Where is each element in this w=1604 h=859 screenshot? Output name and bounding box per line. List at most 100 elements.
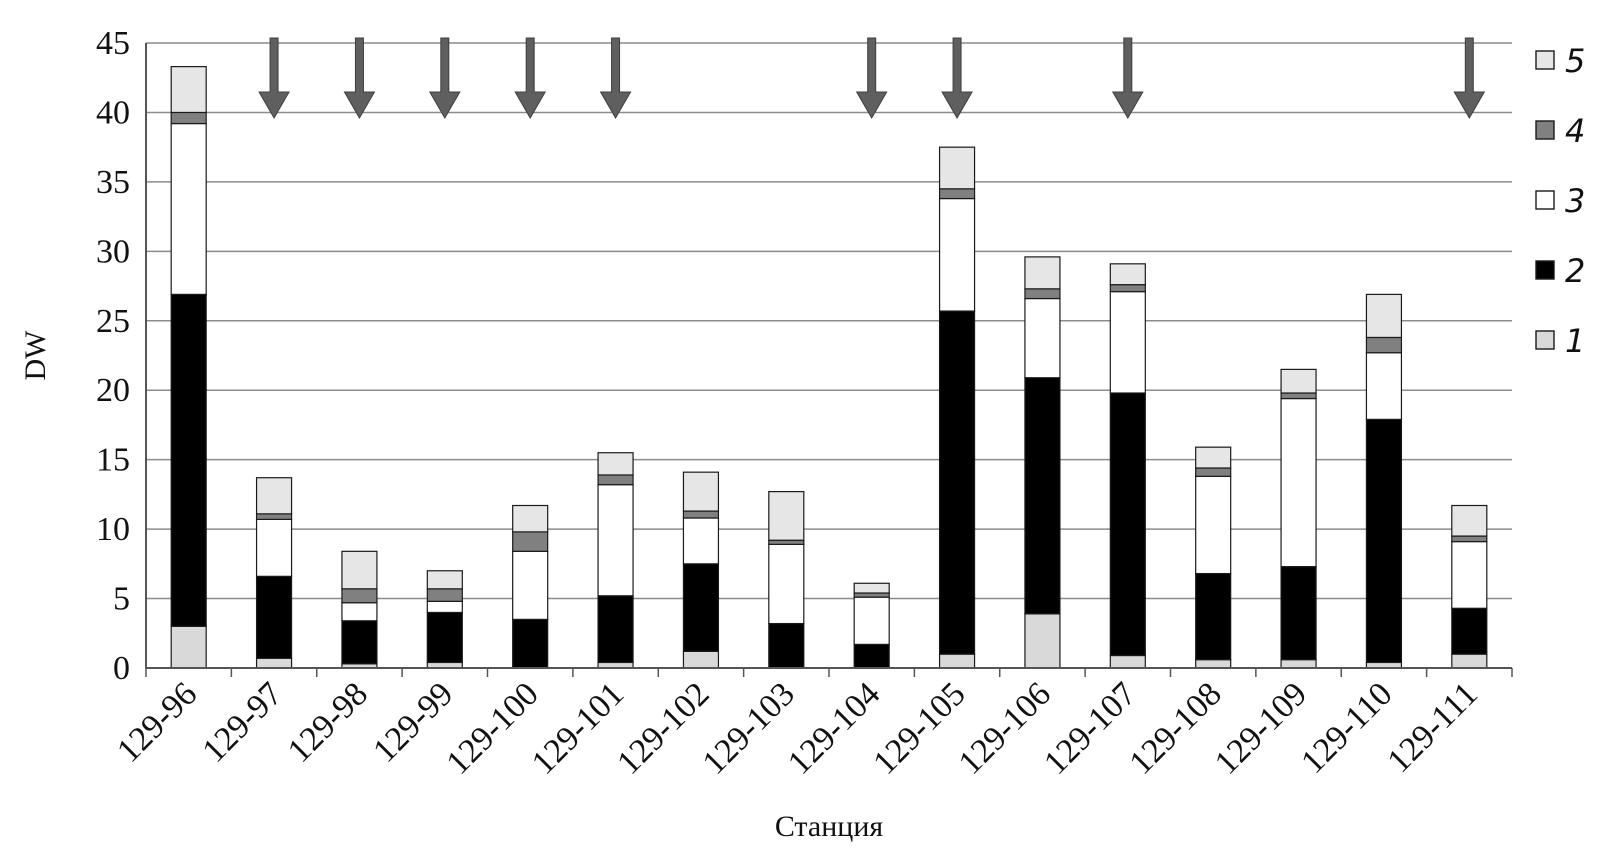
bar-segment-1-129-111 <box>1451 653 1488 669</box>
arrow-marker-129-100 <box>514 37 547 120</box>
bar-segment-2-129-108 <box>1195 572 1232 661</box>
x-tick-label: 129-97 <box>195 675 289 769</box>
bar-segment-2-129-107 <box>1109 392 1146 657</box>
arrow-marker-129-104 <box>855 37 888 120</box>
legend-swatch-3 <box>1535 190 1555 210</box>
bar-segment-5-129-108 <box>1195 446 1232 469</box>
arrow-marker-129-111 <box>1453 37 1486 120</box>
bar-segment-3-129-102 <box>682 517 720 565</box>
x-tick-label: 129-109 <box>1208 675 1314 781</box>
legend-swatch-1 <box>1535 330 1555 350</box>
bar-segment-5-129-103 <box>768 491 805 541</box>
bar-segment-5-129-97 <box>255 477 293 515</box>
bar-segment-1-129-105 <box>938 653 976 669</box>
legend-label-1: 1 <box>1565 322 1585 360</box>
x-tick-label: 129-111 <box>1380 675 1485 780</box>
y-axis-title: DW <box>19 330 52 381</box>
bar-segment-2-129-100 <box>512 618 549 669</box>
bar-segment-2-129-103 <box>768 622 805 669</box>
bar-segment-2-129-104 <box>853 643 890 669</box>
bar-segment-4-129-101 <box>597 474 634 486</box>
legend-swatch-4 <box>1535 120 1555 140</box>
y-tick-label: 0 <box>113 650 130 687</box>
bar-segment-3-129-108 <box>1195 475 1232 575</box>
y-tick-label: 20 <box>96 372 130 409</box>
bar-segment-5-129-104 <box>853 582 890 594</box>
bar-segment-2-129-111 <box>1451 607 1488 655</box>
x-tick-label: 129-101 <box>525 675 631 781</box>
legend-swatch-2 <box>1535 260 1555 280</box>
bar-segment-5-129-111 <box>1451 504 1488 537</box>
bar-segment-5-129-99 <box>426 570 463 590</box>
x-tick-label: 129-110 <box>1294 675 1399 780</box>
bar-segment-3-129-110 <box>1365 352 1403 420</box>
bar-segment-3-129-100 <box>512 550 549 620</box>
bar-segment-1-129-96 <box>170 625 207 669</box>
x-tick-label: 129-108 <box>1123 675 1229 781</box>
bar-segment-2-129-105 <box>938 310 976 655</box>
bar-segment-4-129-110 <box>1365 336 1403 354</box>
bar-segment-3-129-109 <box>1280 397 1317 568</box>
arrow-markers <box>258 37 1486 120</box>
y-tick-label: 5 <box>113 581 130 618</box>
bar-segment-4-129-109 <box>1280 392 1317 400</box>
bar-segment-4-129-108 <box>1195 467 1232 477</box>
bar-segment-4-129-111 <box>1451 535 1488 543</box>
bar-segment-4-129-96 <box>170 111 207 125</box>
bar-segment-3-129-98 <box>341 602 378 622</box>
legend-label-2: 2 <box>1565 252 1585 290</box>
bar-segment-5-129-107 <box>1109 263 1146 286</box>
y-tick-label: 40 <box>96 94 130 131</box>
y-tick-label: 30 <box>96 233 130 270</box>
bar-segment-4-129-99 <box>426 588 463 602</box>
bar-segment-2-129-98 <box>341 620 378 665</box>
bar-segment-5-129-105 <box>938 146 976 190</box>
bar-segment-3-129-103 <box>768 543 805 625</box>
bar-segment-4-129-106 <box>1024 288 1061 300</box>
bar-segment-3-129-107 <box>1109 291 1146 394</box>
bar-segment-3-129-106 <box>1024 297 1061 379</box>
x-tick-label: 129-98 <box>281 675 375 769</box>
bar-segment-2-129-109 <box>1280 566 1317 661</box>
legend-label-5: 5 <box>1565 42 1585 80</box>
bar-segment-4-129-97 <box>255 513 293 520</box>
bar-segment-5-129-102 <box>682 471 720 512</box>
bar-segment-4-129-102 <box>682 510 720 519</box>
bars <box>170 66 1488 669</box>
y-tick-label: 45 <box>96 25 130 62</box>
bar-segment-2-129-102 <box>682 563 720 652</box>
arrow-marker-129-105 <box>941 37 973 120</box>
gridlines <box>146 42 1512 600</box>
y-tick-label: 35 <box>96 164 130 201</box>
y-tick-label: 10 <box>96 511 130 548</box>
bar-segment-4-129-98 <box>341 588 378 604</box>
bar-segment-3-129-99 <box>426 600 463 614</box>
bar-segment-4-129-105 <box>938 188 976 200</box>
bar-segment-2-129-97 <box>255 575 293 659</box>
bar-segment-3-129-104 <box>853 596 890 645</box>
x-tick-label: 129-107 <box>1037 675 1143 781</box>
bar-segment-5-129-106 <box>1024 256 1061 290</box>
x-tick-label: 129-105 <box>866 675 972 781</box>
bar-segment-4-129-104 <box>853 592 890 598</box>
bar-segment-5-129-109 <box>1280 368 1317 394</box>
bar-segment-5-129-110 <box>1365 293 1403 339</box>
x-tick-label: 129-103 <box>696 675 802 781</box>
bar-segment-3-129-111 <box>1451 541 1488 609</box>
bar-segment-3-129-101 <box>597 484 634 597</box>
x-tick-label: 129-104 <box>781 675 887 781</box>
arrow-marker-129-107 <box>1111 37 1144 120</box>
bar-segment-2-129-99 <box>426 611 463 664</box>
bar-segment-1-129-97 <box>255 657 293 669</box>
x-tick-label: 129-106 <box>952 675 1058 781</box>
bar-segment-1-129-108 <box>1195 659 1232 669</box>
bar-segment-5-129-98 <box>341 550 378 590</box>
bar-segment-5-129-101 <box>597 452 634 476</box>
arrow-marker-129-97 <box>258 37 290 120</box>
bar-segment-5-129-96 <box>170 66 207 114</box>
legend-label-4: 4 <box>1565 112 1585 150</box>
bar-segment-3-129-96 <box>170 122 207 295</box>
bar-segment-2-129-110 <box>1365 418 1403 664</box>
bar-segment-2-129-96 <box>170 293 207 627</box>
